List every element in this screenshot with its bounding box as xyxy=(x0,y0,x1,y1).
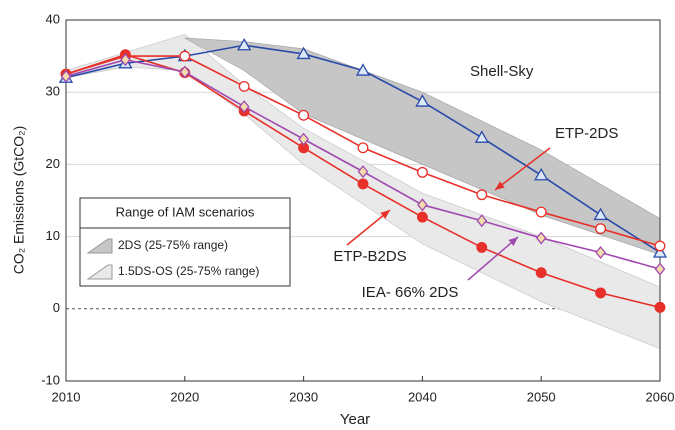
y-axis-label: CO₂ Emissions (GtCO₂) xyxy=(11,126,27,275)
marker xyxy=(652,245,668,258)
marker xyxy=(357,165,369,179)
marker xyxy=(298,132,309,146)
marker xyxy=(595,287,607,299)
marker xyxy=(179,50,191,62)
legend-title: Range of IAM scenarios xyxy=(116,204,255,219)
marker xyxy=(357,178,369,190)
annotation: IEA- 66% 2DS xyxy=(362,284,459,301)
y-tick-label: 30 xyxy=(46,84,60,99)
x-tick-label: 2060 xyxy=(646,389,675,404)
arrow-head xyxy=(380,210,390,219)
legend-label: 2DS (25-75% range) xyxy=(118,238,228,252)
y-tick-label: 20 xyxy=(46,156,60,171)
x-tick-label: 2020 xyxy=(170,389,199,404)
legend-box xyxy=(79,197,291,287)
marker xyxy=(654,262,666,276)
arrow xyxy=(494,147,551,191)
marker xyxy=(593,207,608,221)
marker xyxy=(416,166,428,178)
marker xyxy=(357,142,369,154)
y-tick-label: 10 xyxy=(46,228,60,243)
marker xyxy=(535,231,547,245)
marker xyxy=(595,223,607,235)
x-tick-label: 2050 xyxy=(527,389,556,404)
marker xyxy=(534,167,549,181)
x-tick-label: 2040 xyxy=(408,389,437,404)
legend-label: 1.5DS-OS (25-75% range) xyxy=(118,264,259,278)
x-tick-label: 2030 xyxy=(289,389,318,404)
marker xyxy=(120,53,131,67)
marker xyxy=(60,69,72,83)
marker xyxy=(535,206,547,218)
x-axis-label: Year xyxy=(340,411,370,428)
marker xyxy=(296,46,311,60)
marker xyxy=(417,198,428,212)
marker xyxy=(415,94,430,107)
marker xyxy=(179,65,191,79)
y-tick-label: -10 xyxy=(41,372,60,387)
marker xyxy=(298,109,310,121)
marker xyxy=(238,80,250,92)
arrow xyxy=(467,236,519,281)
marker xyxy=(238,100,250,114)
x-tick-label: 2010 xyxy=(52,389,81,404)
marker xyxy=(474,130,489,143)
arrow-head xyxy=(508,237,518,246)
annotation: ETP-B2DS xyxy=(333,248,406,265)
y-tick-label: 40 xyxy=(46,11,60,26)
plot-frame xyxy=(65,19,661,382)
marker xyxy=(237,37,252,51)
y-tick-label: 0 xyxy=(53,300,60,315)
marker xyxy=(535,267,547,279)
legend-swatch xyxy=(86,264,113,280)
annotation: ETP-2DS xyxy=(555,125,618,142)
marker xyxy=(476,189,488,201)
legend-swatch xyxy=(86,238,113,254)
marker xyxy=(654,301,666,313)
marker xyxy=(595,245,606,260)
marker xyxy=(476,241,488,253)
marker xyxy=(476,214,488,228)
marker xyxy=(355,63,371,76)
arrow xyxy=(346,209,391,246)
arrow-head xyxy=(495,181,505,190)
annotation: Shell-Sky xyxy=(470,63,534,80)
marker xyxy=(416,211,428,223)
marker xyxy=(654,240,666,252)
